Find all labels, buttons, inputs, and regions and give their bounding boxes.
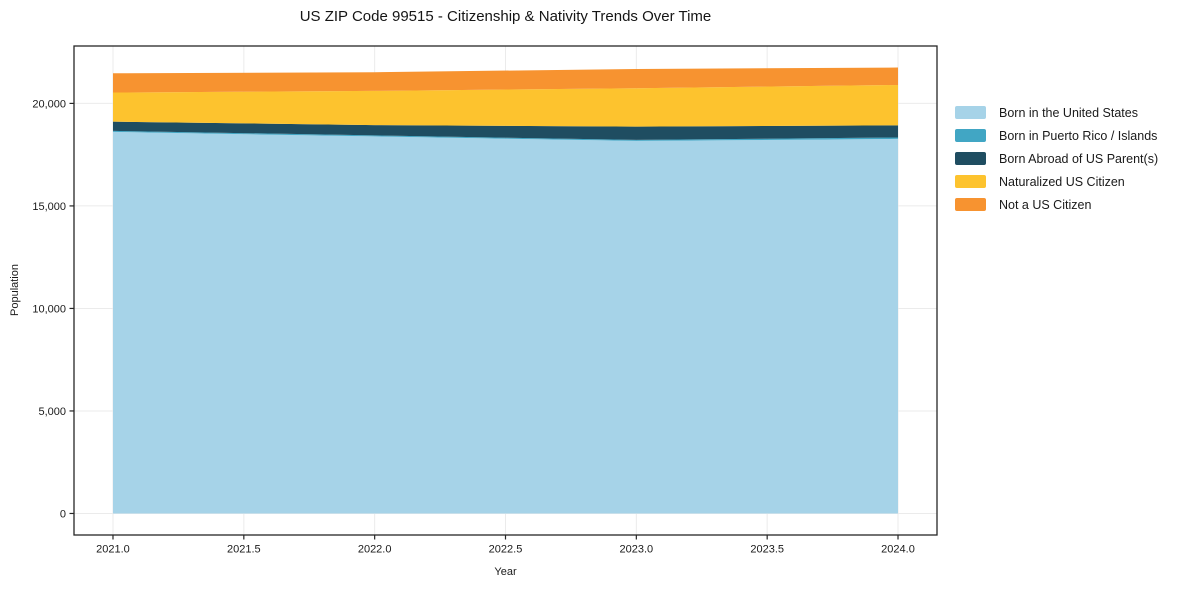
chart-title: US ZIP Code 99515 - Citizenship & Nativi… bbox=[299, 8, 712, 25]
legend-label: Born Abroad of US Parent(s) bbox=[999, 151, 1159, 166]
y-tick-label: 5,000 bbox=[38, 406, 66, 418]
legend-label: Not a US Citizen bbox=[999, 197, 1092, 212]
area-series-2 bbox=[112, 121, 899, 140]
x-axis-label: Year bbox=[494, 566, 517, 578]
legend-label: Born in the United States bbox=[999, 105, 1138, 120]
ticks-and-labels: 2021.0 2021.5 2022.0 2022.5 2023.0 2023.5 2024… bbox=[32, 98, 914, 555]
legend: Born in the United States Born in Puerto … bbox=[955, 105, 1159, 212]
legend-label: Naturalized US Citizen bbox=[999, 174, 1125, 189]
legend-swatch bbox=[955, 129, 986, 142]
y-axis-label: Population bbox=[9, 264, 21, 316]
area-series-group bbox=[112, 67, 899, 514]
legend-item: Not a US Citizen bbox=[955, 197, 1158, 212]
legend-swatch bbox=[955, 198, 986, 211]
legend-swatch bbox=[955, 152, 986, 165]
y-tick-label: 20,000 bbox=[32, 98, 66, 110]
legend-swatch bbox=[955, 106, 986, 119]
x-tick-label: 2021.5 bbox=[227, 544, 261, 556]
x-tick-label: 2023.5 bbox=[750, 544, 784, 556]
x-tick-label: 2023.0 bbox=[620, 544, 654, 556]
area-series-4 bbox=[112, 67, 899, 93]
legend-item: Born in Puerto Rico / Islands bbox=[955, 128, 1158, 143]
y-tick-label: 10,000 bbox=[32, 303, 66, 315]
legend-swatch bbox=[955, 175, 986, 188]
area-series-3 bbox=[112, 84, 899, 127]
x-tick-label: 2022.5 bbox=[489, 544, 523, 556]
legend-item: Born Abroad of US Parent(s) bbox=[955, 151, 1159, 166]
x-tick-label: 2022.0 bbox=[358, 544, 392, 556]
y-tick-label: 0 bbox=[60, 508, 66, 520]
y-tick-label: 15,000 bbox=[32, 201, 66, 213]
x-tick-label: 2021.0 bbox=[96, 544, 130, 556]
legend-label: Born in Puerto Rico / Islands bbox=[999, 128, 1158, 143]
legend-item: Born in the United States bbox=[955, 105, 1158, 120]
area-series-0 bbox=[112, 131, 899, 514]
legend-item: Naturalized US Citizen bbox=[955, 174, 1158, 189]
x-tick-label: 2024.0 bbox=[881, 544, 915, 556]
